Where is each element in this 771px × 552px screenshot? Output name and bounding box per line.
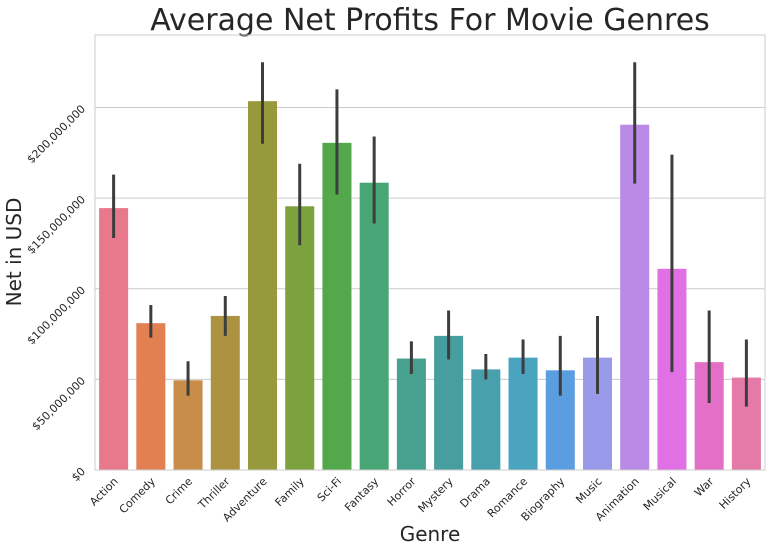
x-tick-label: Action — [87, 475, 121, 509]
x-tick-label: History — [717, 475, 754, 512]
x-axis-label: Genre — [400, 522, 461, 546]
x-tick-label: Drama — [457, 475, 492, 510]
x-tick-label: Mystery — [416, 475, 457, 516]
x-tick-label: War — [692, 475, 717, 500]
x-tick-label: Comedy — [117, 475, 159, 517]
x-tick-label: Thriller — [195, 475, 233, 513]
y-tick-label: $0 — [69, 465, 88, 484]
gridlines — [95, 107, 765, 380]
bar-horror — [396, 358, 426, 470]
bar-action — [99, 208, 129, 470]
y-axis-label: Net in USD — [2, 198, 26, 307]
x-tick-label: Horror — [385, 475, 419, 509]
x-tick-label: Sci-Fi — [315, 475, 344, 504]
y-tick-label: $200,000,000 — [24, 102, 88, 166]
bar-drama — [471, 369, 501, 470]
bars — [99, 101, 761, 470]
bar-adventure — [247, 101, 278, 470]
bar-sci-fi — [322, 142, 352, 470]
bar-thriller — [210, 315, 240, 470]
y-axis-ticks: $0 $50,000,000 $100,000,000 $150,000,000 $20… — [24, 102, 88, 484]
x-tick-label: Music — [573, 475, 604, 506]
x-tick-label: Crime — [163, 475, 196, 508]
bar-romance — [508, 357, 538, 470]
x-tick-label: Musical — [641, 475, 679, 513]
error-bars — [112, 62, 748, 407]
bar-comedy — [136, 323, 166, 470]
y-tick-label: $50,000,000 — [29, 374, 88, 433]
plot-frame — [94, 34, 766, 471]
y-tick-label: $100,000,000 — [24, 284, 88, 348]
chart-title: Average Net Profits For Movie Genres — [150, 3, 710, 38]
x-tick-label: Family — [273, 475, 308, 510]
bar-fantasy — [359, 182, 389, 470]
y-tick-label: $150,000,000 — [24, 193, 88, 257]
bar-family — [285, 206, 315, 470]
x-tick-label: Fantasy — [342, 475, 381, 514]
